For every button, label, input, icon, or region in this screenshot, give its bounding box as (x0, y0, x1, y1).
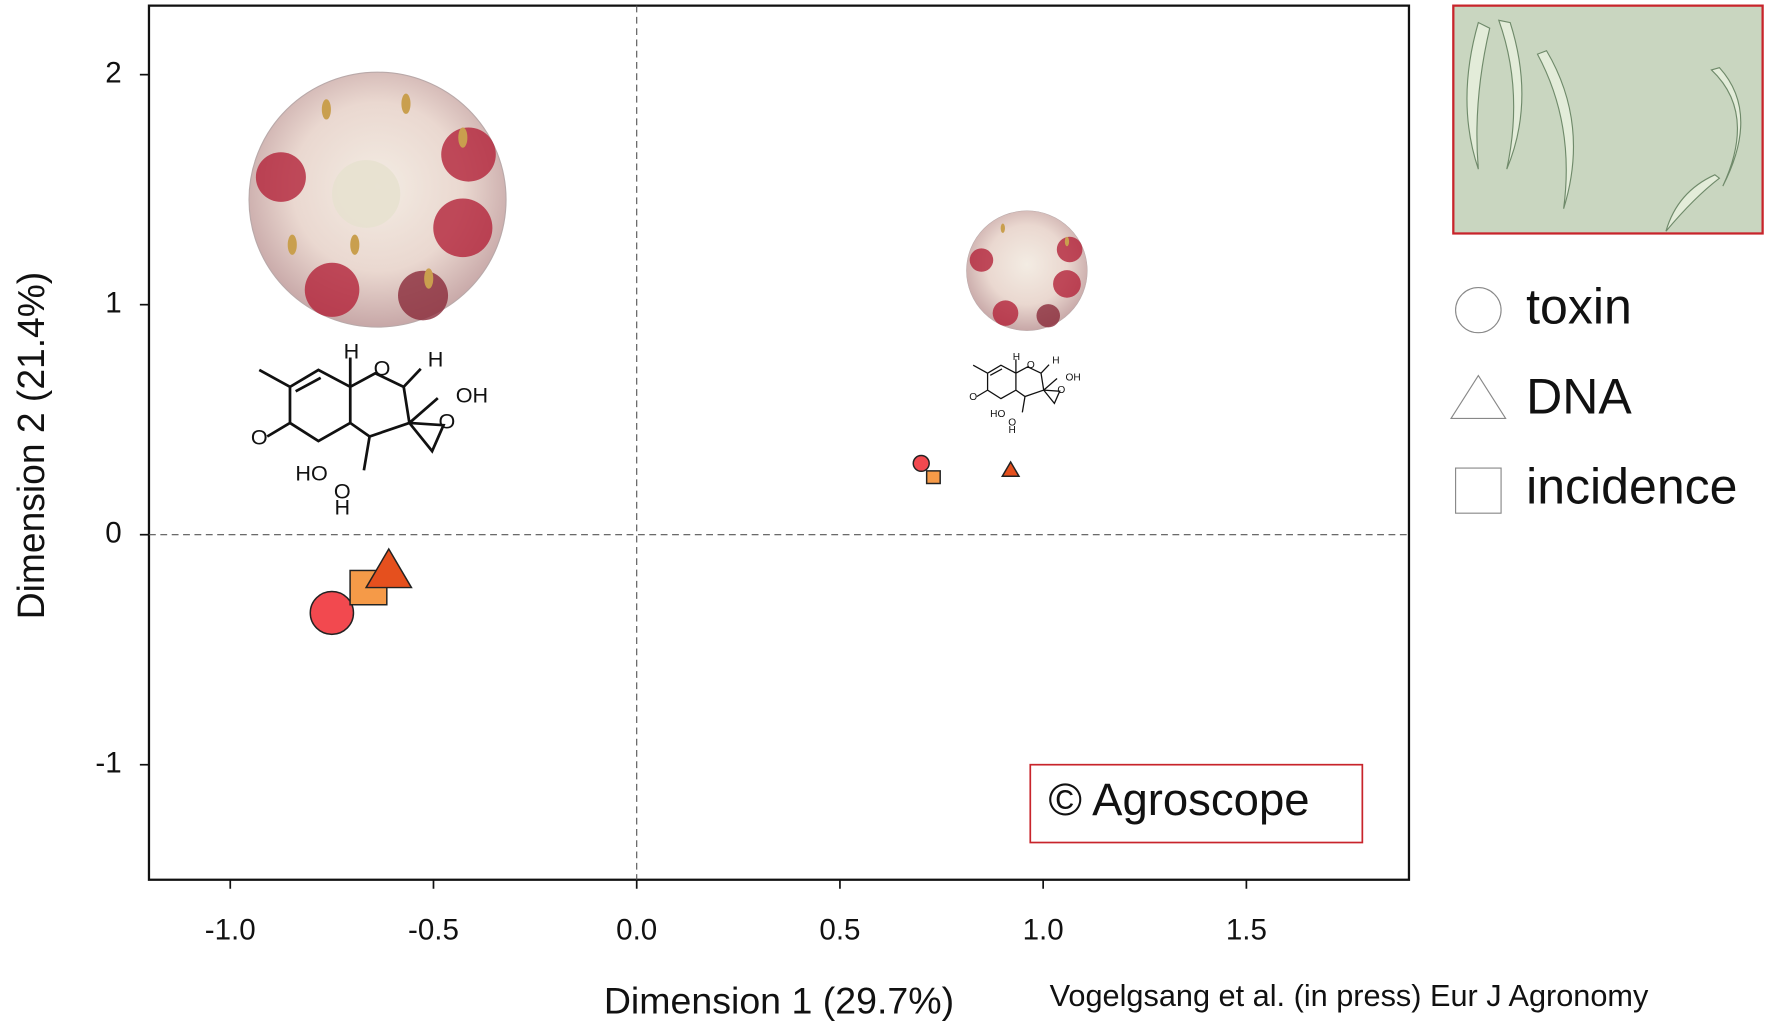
petri-dish-photo (249, 72, 506, 327)
legend-marker (1456, 288, 1501, 333)
legend-label: DNA (1526, 369, 1632, 425)
x-tick-label: 0.5 (819, 913, 860, 946)
atom-label: H (1013, 352, 1020, 363)
x-axis-label: Dimension 1 (29.7%) (604, 980, 954, 1022)
legend-label: toxin (1526, 278, 1632, 334)
copyright: © Agroscope (1048, 774, 1309, 825)
atom-label: H (334, 495, 350, 519)
legend-label: incidence (1526, 459, 1737, 515)
x-tick-label: -0.5 (408, 913, 459, 946)
petri-dish-photo (966, 211, 1087, 331)
atom-label: H (1008, 425, 1015, 436)
legend-item: DNA (1451, 369, 1632, 425)
x-tick-label: 1.0 (1023, 913, 1064, 946)
legend-item: toxin (1456, 278, 1632, 334)
bond (973, 359, 1060, 412)
y-tick-label: 1 (105, 287, 121, 320)
x-tick-label: 1.5 (1226, 913, 1267, 946)
point (927, 471, 941, 484)
atom-label: O (969, 392, 977, 403)
y-tick-label: 2 (105, 57, 121, 90)
y-tick-label: -1 (95, 747, 121, 780)
atom-label: O (1057, 385, 1065, 396)
bond (259, 358, 443, 471)
point (913, 455, 929, 471)
atom-label: OH (456, 384, 488, 408)
atom-label: HO (295, 462, 327, 486)
point (366, 549, 411, 588)
legend-marker (1451, 376, 1506, 419)
point (310, 591, 353, 634)
atom-label: O (251, 425, 268, 449)
atom-label: O (374, 357, 391, 381)
atom-label: OH (1065, 373, 1080, 384)
atom-label: H (1052, 356, 1059, 367)
atom-label: O (439, 410, 456, 434)
micrograph-photo (1453, 6, 1762, 234)
x-tick-label: 0.0 (616, 913, 657, 946)
atom-label: H (344, 340, 360, 364)
x-tick-label: -1.0 (205, 913, 256, 946)
legend-item: incidence (1456, 459, 1738, 515)
atom-label: HO (990, 409, 1005, 420)
atom-label: O (1027, 360, 1035, 371)
point (1002, 462, 1019, 476)
citation: Vogelgsang et al. (in press) Eur J Agron… (1050, 979, 1649, 1013)
chart: © Agroscope Vogelgsang et al. (in press)… (0, 0, 1774, 1032)
atom-label: H (428, 348, 444, 372)
y-axis-label: Dimension 2 (21.4%) (10, 272, 52, 619)
legend-marker (1456, 468, 1501, 513)
y-tick-label: 0 (105, 517, 121, 550)
